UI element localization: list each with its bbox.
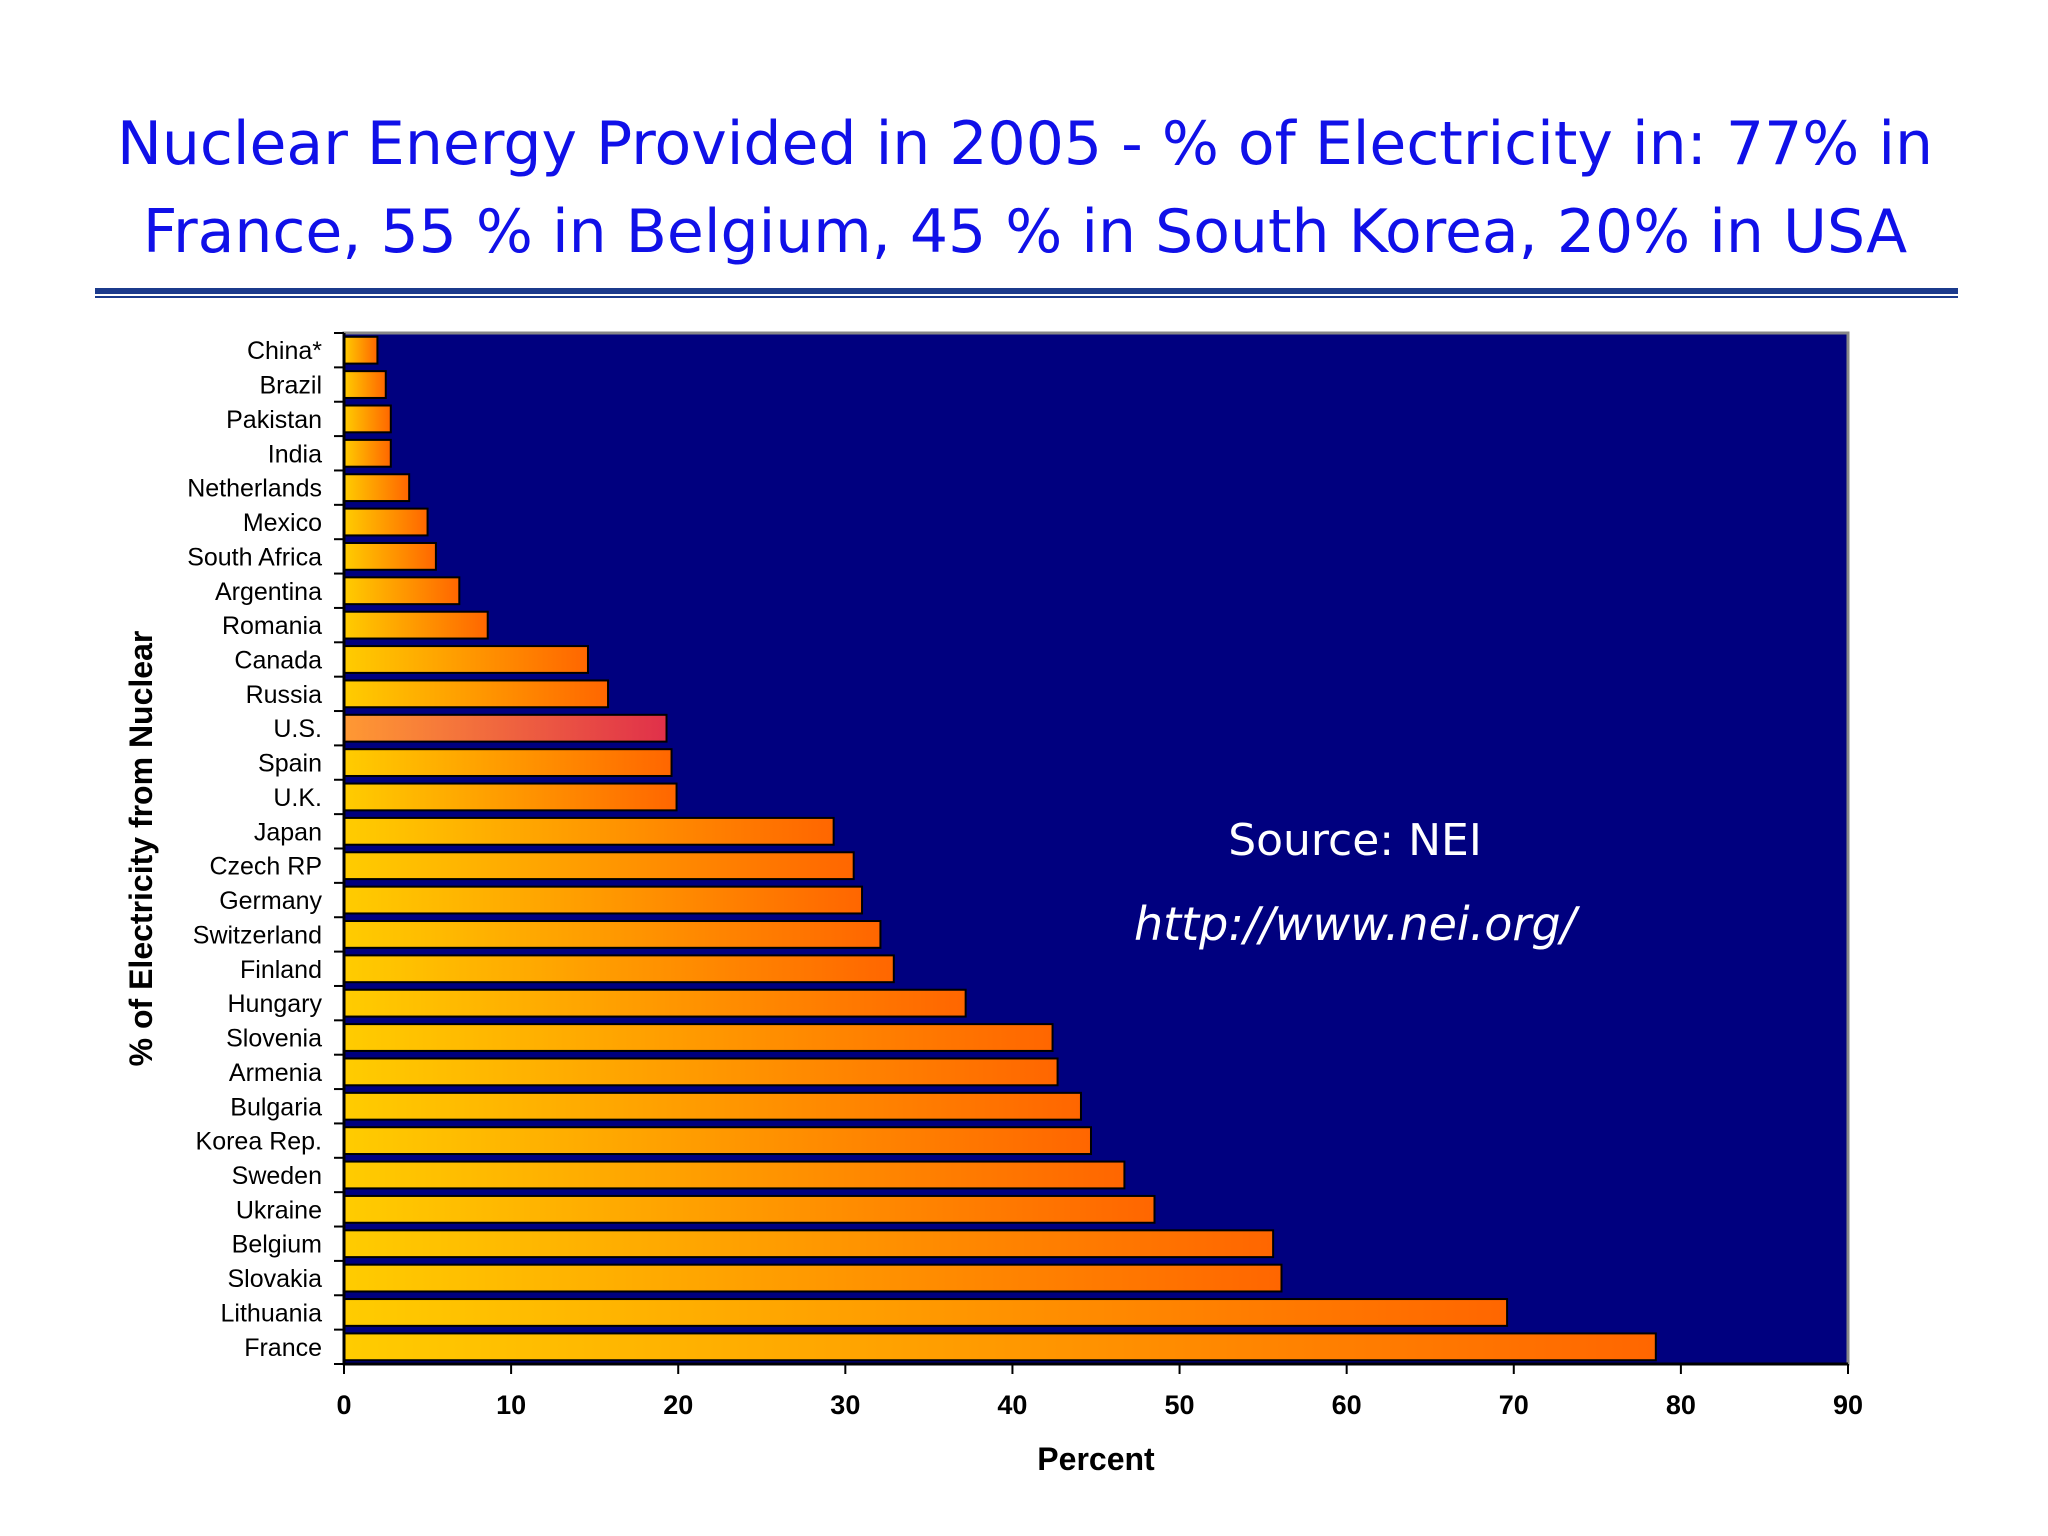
x-tick-label: 60 bbox=[1332, 1390, 1362, 1420]
category-label: Armenia bbox=[229, 1059, 322, 1087]
category-label: India bbox=[268, 440, 322, 468]
category-label: Germany bbox=[219, 887, 322, 915]
bar-russia bbox=[343, 679, 610, 709]
category-label: Switzerland bbox=[193, 921, 322, 949]
category-label: U.S. bbox=[273, 715, 322, 743]
x-tick-label: 40 bbox=[997, 1390, 1027, 1420]
category-label: Belgium bbox=[232, 1231, 322, 1259]
bar-romania bbox=[343, 610, 489, 640]
x-tick-label: 80 bbox=[1666, 1390, 1696, 1420]
bar-india bbox=[343, 438, 392, 468]
bar-switzerland bbox=[343, 920, 882, 949]
bar-czech-rp bbox=[343, 851, 855, 881]
bar-ukraine bbox=[343, 1194, 1156, 1224]
category-label: South Africa bbox=[187, 543, 322, 571]
category-label: Canada bbox=[234, 646, 322, 674]
bar-netherlands bbox=[343, 473, 411, 503]
category-label: Netherlands bbox=[187, 475, 322, 503]
category-label: Finland bbox=[240, 956, 322, 984]
category-label: Bulgaria bbox=[230, 1093, 322, 1121]
bar-china bbox=[343, 335, 379, 365]
category-label: Slovenia bbox=[226, 1025, 322, 1053]
bar-u-k bbox=[343, 782, 678, 812]
source-annotation: Source: NEI bbox=[1228, 815, 1482, 866]
bar-canada bbox=[343, 645, 589, 674]
bar-pakistan bbox=[343, 404, 392, 434]
bar-hungary bbox=[343, 988, 967, 1018]
bar-belgium bbox=[343, 1229, 1275, 1259]
category-label: Czech RP bbox=[209, 853, 322, 881]
category-label: Romania bbox=[222, 612, 322, 640]
plot-area bbox=[342, 331, 1850, 1366]
x-axis-ticks: 0 10 20 30 40 50 60 70 80 90 bbox=[336, 1364, 1863, 1420]
bar-japan bbox=[343, 816, 835, 846]
category-label: Mexico bbox=[243, 509, 322, 537]
y-axis-title: % of Electricity from Nuclear bbox=[123, 631, 159, 1067]
category-label: Spain bbox=[258, 750, 322, 778]
category-label: Lithuania bbox=[221, 1299, 323, 1327]
category-label: France bbox=[244, 1334, 322, 1362]
category-labels: China* Brazil Pakistan India Netherlands Mexi… bbox=[187, 337, 322, 1362]
bar-mexico bbox=[343, 507, 429, 537]
bar-sweden bbox=[343, 1160, 1126, 1190]
x-tick-label: 30 bbox=[830, 1390, 860, 1420]
category-label: Japan bbox=[254, 818, 322, 846]
source-url: http://www.nei.org/ bbox=[1134, 897, 1581, 951]
bar-u-s bbox=[343, 713, 668, 743]
bar-slovenia bbox=[343, 1023, 1054, 1052]
bar-south-africa bbox=[343, 541, 437, 571]
bars-group bbox=[343, 335, 1657, 1362]
category-label: Korea Rep. bbox=[196, 1128, 322, 1156]
category-label: Argentina bbox=[215, 578, 322, 606]
x-tick-label: 50 bbox=[1165, 1390, 1195, 1420]
x-tick-label: 0 bbox=[336, 1390, 351, 1420]
bar-spain bbox=[343, 748, 673, 777]
title-divider-thick bbox=[95, 288, 1958, 294]
bar-bulgaria bbox=[343, 1091, 1082, 1121]
bar-france bbox=[343, 1332, 1657, 1362]
bar-finland bbox=[343, 954, 895, 984]
bar-armenia bbox=[343, 1057, 1059, 1087]
title-divider-thin bbox=[95, 296, 1958, 298]
x-tick-label: 10 bbox=[496, 1390, 526, 1420]
category-label: Hungary bbox=[228, 990, 323, 1018]
category-label: Sweden bbox=[232, 1162, 322, 1190]
bar-korea-rep bbox=[343, 1126, 1092, 1156]
y-axis-ticks bbox=[334, 332, 344, 1365]
x-tick-label: 20 bbox=[663, 1390, 693, 1420]
category-label: Pakistan bbox=[226, 406, 322, 434]
bar-brazil bbox=[343, 370, 387, 399]
x-axis-title: Percent bbox=[1037, 1441, 1155, 1477]
title-divider bbox=[95, 288, 1958, 298]
slide-title: Nuclear Energy Provided in 2005 - % of E… bbox=[116, 109, 1934, 267]
bar-slovakia bbox=[343, 1263, 1283, 1293]
bar-lithuania bbox=[343, 1298, 1509, 1327]
x-tick-label: 70 bbox=[1499, 1390, 1529, 1420]
category-label: U.K. bbox=[273, 784, 322, 812]
category-label: Ukraine bbox=[236, 1196, 322, 1224]
bar-argentina bbox=[343, 576, 461, 606]
category-label: Slovakia bbox=[228, 1265, 323, 1293]
x-tick-label: 90 bbox=[1833, 1390, 1863, 1420]
category-label: Brazil bbox=[259, 372, 322, 400]
category-label: China* bbox=[247, 337, 322, 365]
category-label: Russia bbox=[246, 681, 323, 709]
bar-germany bbox=[343, 885, 864, 915]
